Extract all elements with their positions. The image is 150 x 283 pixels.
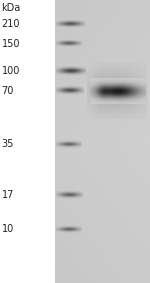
Text: kDa: kDa [2,3,21,14]
Text: 150: 150 [2,39,20,49]
Text: 210: 210 [2,19,20,29]
Text: 35: 35 [2,139,14,149]
Text: 70: 70 [2,85,14,96]
Text: 17: 17 [2,190,14,200]
Text: 10: 10 [2,224,14,234]
Text: 100: 100 [2,66,20,76]
